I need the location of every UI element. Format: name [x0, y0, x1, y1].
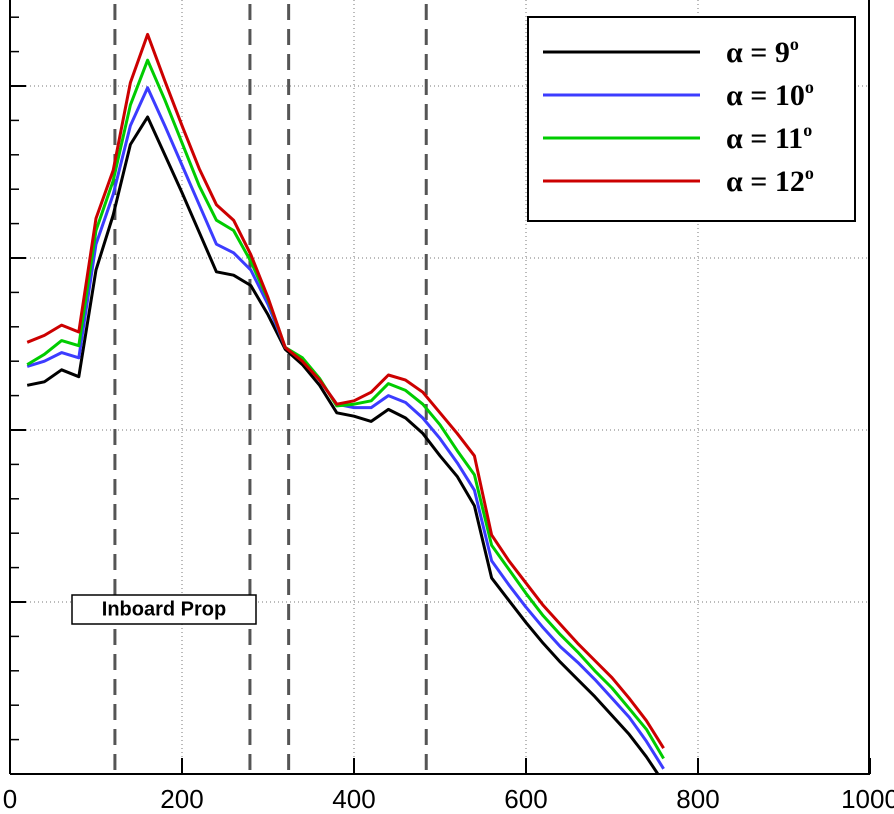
legend-label: α = 11o — [726, 120, 812, 155]
x-tick-label: 600 — [504, 784, 547, 814]
series-line — [26, 32, 665, 749]
legend-label: α = 9o — [726, 34, 799, 69]
legend-label: α = 10o — [726, 77, 814, 112]
x-tick-label: 400 — [332, 784, 375, 814]
plot-area — [26, 32, 665, 774]
series-line — [26, 58, 665, 760]
x-tick-label: 1000 — [841, 784, 894, 814]
legend-name: α = 11 — [726, 122, 803, 155]
legend-label: α = 12o — [726, 163, 814, 198]
legend-superscript: o — [803, 120, 812, 140]
legend-name: α = 9 — [726, 36, 790, 69]
legend-name: α = 10 — [726, 79, 805, 112]
x-tick-label: 800 — [676, 784, 719, 814]
reference-lines — [113, 4, 428, 774]
legend-name: α = 12 — [726, 165, 805, 198]
legend-box — [527, 16, 856, 222]
x-tick-label: 200 — [160, 784, 203, 814]
annotation: Inboard Prop — [71, 594, 257, 625]
legend-superscript: o — [805, 77, 814, 97]
series-line — [26, 115, 660, 774]
annotation-text: Inboard Prop — [102, 598, 226, 620]
x-tick-label: 0 — [3, 784, 17, 814]
annotation-box — [71, 594, 257, 625]
legend-superscript: o — [805, 163, 814, 183]
axes: 0 200 400 600 800 1000 — [3, 0, 894, 814]
legend-superscript: o — [790, 34, 799, 54]
